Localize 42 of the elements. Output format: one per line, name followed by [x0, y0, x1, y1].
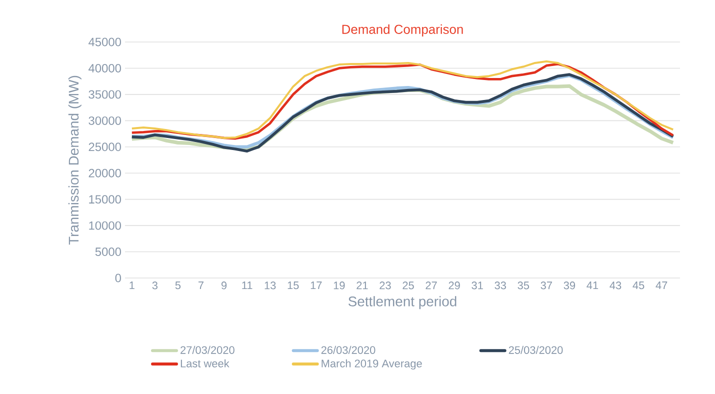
x-tick-label: 43	[610, 282, 622, 290]
x-axis-title: Settlement period	[348, 296, 456, 310]
y-tick-label: 35000	[88, 90, 122, 99]
x-tick-label: 15	[288, 282, 299, 290]
x-tick-label: 7	[198, 282, 204, 290]
y-axis-title: Tranmission Demand (MW)	[68, 76, 82, 245]
x-tick-label: 41	[586, 282, 598, 290]
legend-label: 25/03/2020	[508, 346, 563, 354]
y-tick-label: 40000	[88, 64, 122, 72]
legend-label: Last week	[180, 359, 230, 368]
x-tick-label: 21	[356, 282, 368, 290]
legend-label: 26/03/2020	[321, 346, 376, 354]
x-tick-label: 33	[494, 282, 506, 290]
x-tick-label: 31	[472, 282, 483, 290]
x-tick-label: 1	[130, 282, 134, 290]
y-tick-label: 25000	[88, 142, 122, 152]
x-tick-label: 39	[564, 282, 576, 290]
x-tick-label: 5	[175, 282, 181, 290]
y-tick-label: 30000	[88, 116, 122, 125]
y-tick-label: 5000	[95, 248, 122, 256]
y-tick-label: 10000	[89, 221, 122, 230]
x-tick-label: 37	[540, 282, 552, 290]
x-tick-label: 13	[264, 282, 276, 290]
y-tick-label: 15000	[89, 195, 122, 204]
legend-label: March 2019 Average	[322, 359, 422, 370]
x-tick-label: 17	[310, 282, 322, 290]
x-tick-label: 11	[242, 282, 252, 290]
x-tick-label: 23	[380, 282, 391, 290]
x-tick-label: 45	[632, 282, 644, 290]
x-tick-label: 9	[221, 282, 227, 290]
x-tick-label: 47	[656, 282, 668, 290]
x-tick-label: 19	[334, 282, 345, 290]
y-tick-label: 45000	[88, 38, 122, 46]
y-tick-label: 0	[115, 274, 122, 282]
y-tick-label: 20000	[88, 168, 122, 178]
x-tick-label: 3	[152, 282, 158, 290]
x-tick-label: 35	[518, 282, 530, 290]
x-tick-label: 27	[426, 282, 437, 290]
x-tick-label: 25	[402, 282, 414, 290]
x-tick-label: 29	[448, 282, 460, 290]
chart-title: Demand Comparison	[342, 24, 463, 37]
legend-label: 27/03/2020	[180, 346, 234, 354]
